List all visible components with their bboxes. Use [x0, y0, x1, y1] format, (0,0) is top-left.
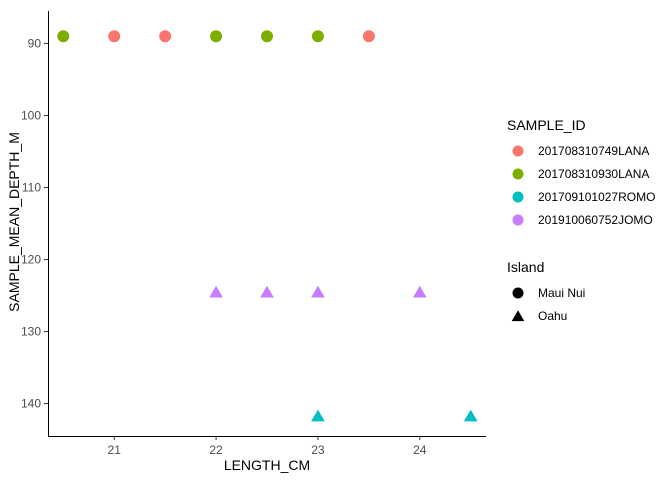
legend-shape-key-triangle	[511, 310, 525, 322]
y-ticks: 90 100 110 120 130 140	[21, 36, 48, 411]
legend-color-label: 201910060752JOMO	[538, 213, 653, 227]
data-point-circle	[210, 30, 223, 43]
legend-color-label: 201709101027ROMO	[538, 190, 655, 204]
legend-shape-key-circle	[512, 287, 524, 299]
data-points	[57, 30, 478, 422]
data-point-circle	[57, 30, 70, 43]
x-ticks: 21 22 23 24	[108, 436, 427, 457]
data-point-circle	[159, 30, 172, 43]
data-point-triangle	[412, 285, 427, 298]
legend-color-label: 201708310749LANA	[538, 144, 649, 158]
legend-shape-label: Maui Nui	[538, 286, 585, 300]
x-tick-label: 21	[108, 443, 122, 457]
y-tick-label: 90	[28, 36, 42, 50]
y-axis-title: SAMPLE_MEAN_DEPTH_M	[6, 132, 22, 312]
y-tick-label: 120	[21, 253, 41, 267]
data-point-circle	[261, 30, 273, 43]
data-point-circle	[362, 30, 375, 43]
shape-legend-items: Maui Nui Oahu	[511, 286, 585, 323]
legend-color-key	[512, 191, 524, 203]
y-tick-label: 110	[22, 180, 41, 194]
plot-area: 90 100 110 120 130 140 21 22 23 24	[21, 11, 486, 457]
data-point-circle	[311, 30, 324, 43]
data-point-circle	[108, 30, 121, 43]
data-point-triangle	[209, 285, 223, 298]
legend: SAMPLE_ID 201708310749LANA 201708310930LA…	[507, 117, 655, 323]
y-tick-label: 100	[21, 108, 41, 122]
color-legend-items: 201708310749LANA 201708310930LANA 20170910…	[512, 144, 655, 227]
data-point-triangle	[463, 409, 478, 422]
x-tick-label: 23	[311, 443, 325, 457]
x-axis-title: LENGTH_CM	[224, 457, 310, 473]
legend-color-key	[512, 168, 524, 180]
color-legend-title: SAMPLE_ID	[507, 117, 586, 133]
legend-shape-label: Oahu	[538, 309, 567, 323]
x-tick-label: 24	[413, 443, 427, 457]
legend-color-key	[512, 214, 524, 226]
y-tick-label: 140	[21, 397, 41, 411]
data-point-triangle	[260, 285, 274, 298]
data-point-triangle	[311, 285, 325, 298]
legend-color-key	[512, 145, 524, 157]
y-tick-label: 130	[21, 325, 41, 339]
x-tick-label: 22	[209, 443, 223, 457]
legend-color-label: 201708310930LANA	[538, 167, 649, 181]
shape-legend-title: Island	[507, 259, 544, 275]
data-point-triangle	[311, 409, 325, 422]
